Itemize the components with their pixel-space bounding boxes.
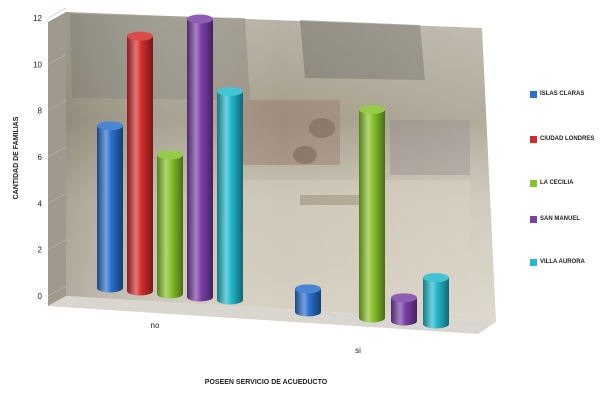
y-tick-label: 8 — [38, 107, 43, 116]
y-axis-title: CANTIDAD DE FAMILIAS — [13, 116, 20, 199]
y-tick-label: 12 — [33, 14, 42, 23]
bar-san-manuel-si — [391, 293, 417, 326]
bar-body — [423, 277, 449, 329]
legend-swatch — [530, 215, 537, 223]
bar-body — [157, 155, 183, 299]
gridlines — [47, 7, 67, 297]
legend-swatch — [530, 90, 537, 98]
bar-body — [217, 91, 243, 305]
bar-body — [187, 19, 213, 302]
bar-top — [97, 121, 123, 131]
bar-villa-aurora-si — [423, 273, 449, 329]
bar-body — [359, 109, 385, 323]
bar-top — [157, 150, 183, 160]
bar-islas-claras-si — [295, 284, 321, 317]
bar-top — [295, 284, 321, 294]
gridline — [47, 7, 67, 19]
legend-label: CIUDAD LONDRES — [540, 136, 595, 142]
y-tick-label: 10 — [33, 60, 42, 69]
gridline — [47, 285, 67, 297]
bar-ciudad-londres-no — [127, 31, 153, 296]
gridline — [47, 54, 67, 65]
bar-islas-claras-no — [97, 121, 123, 293]
x-tick-label: si — [355, 346, 361, 355]
bar-body — [127, 36, 153, 296]
legend-item: CIUDAD LONDRES — [530, 133, 594, 145]
gridline — [47, 100, 67, 111]
legend-label: LA CECILIA — [540, 180, 574, 186]
bar-body — [295, 288, 321, 317]
y-tick-label: 0 — [38, 292, 43, 301]
gridline — [47, 239, 67, 250]
bar-top — [127, 31, 153, 41]
y-tick-label: 4 — [38, 199, 43, 208]
legend-swatch — [530, 179, 537, 187]
x-axis-title: POSEEN SERVICIO DE ACUEDUCTO — [205, 379, 328, 386]
y-tick-label: 2 — [38, 246, 43, 255]
legend-label: SAN MANUEL — [540, 216, 580, 222]
x-axis-categories: no si — [151, 321, 362, 355]
legend-label: ISLAS CLARAS — [540, 91, 585, 97]
bar-san-manuel-no — [187, 14, 213, 302]
gridline — [47, 193, 67, 204]
bar-body — [391, 297, 417, 326]
x-tick-label: no — [151, 321, 160, 330]
bar-top — [187, 14, 213, 24]
y-tick-label: 6 — [38, 153, 43, 162]
legend-item: ISLAS CLARAS — [530, 88, 584, 100]
bar-la-cecilia-no — [157, 150, 183, 299]
legend-item: VILLA AURORA — [530, 256, 585, 268]
y-axis-ticks: 0 2 4 6 8 10 12 — [33, 14, 42, 301]
bar-body — [97, 125, 123, 293]
legend-item: LA CECILIA — [530, 177, 573, 189]
gridline — [47, 146, 67, 158]
legend-swatch — [530, 135, 537, 143]
bar-top — [423, 273, 449, 283]
bar-top — [391, 293, 417, 303]
bars — [97, 14, 449, 329]
bar-la-cecilia-si — [359, 105, 385, 323]
floor — [48, 296, 496, 334]
legend-swatch — [530, 258, 537, 266]
bar-top — [217, 87, 243, 96]
bar-top — [359, 105, 385, 114]
bar-villa-aurora-no — [217, 87, 243, 305]
side-wall — [48, 12, 66, 306]
legend-label: VILLA AURORA — [540, 259, 585, 265]
legend-item: SAN MANUEL — [530, 213, 580, 225]
